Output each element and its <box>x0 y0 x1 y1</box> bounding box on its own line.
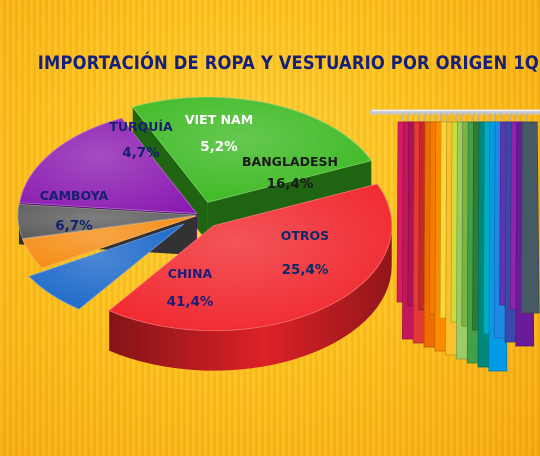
slice-value-bangladesh: 16,4% <box>267 176 314 192</box>
pie-slice-china <box>108 183 393 371</box>
slice-label-turquia: TURQUÍA <box>109 119 173 134</box>
slice-label-bangladesh: BANGLADESH <box>242 154 338 169</box>
pie-slice-turquia <box>22 215 197 269</box>
clothes-rack-illustration <box>369 109 540 372</box>
pie-slice-camboya <box>28 223 184 310</box>
slice-value-otros: 25,4% <box>282 262 329 278</box>
slice-value-camboya: 6,7% <box>55 218 93 234</box>
slice-label-otros: OTROS <box>281 228 329 243</box>
slice-value-china: 41,4% <box>167 294 214 310</box>
slice-label-viet-nam: VIET NAM <box>185 112 253 127</box>
slice-label-china: CHINA <box>168 266 213 281</box>
slice-value-turquia: 4,7% <box>122 145 160 161</box>
slice-label-camboya: CAMBOYA <box>40 188 109 203</box>
chart-title: IMPORTACIÓN DE ROPA Y VESTUARIO POR ORIG… <box>37 52 540 74</box>
slice-value-viet-nam: 5,2% <box>200 139 238 155</box>
